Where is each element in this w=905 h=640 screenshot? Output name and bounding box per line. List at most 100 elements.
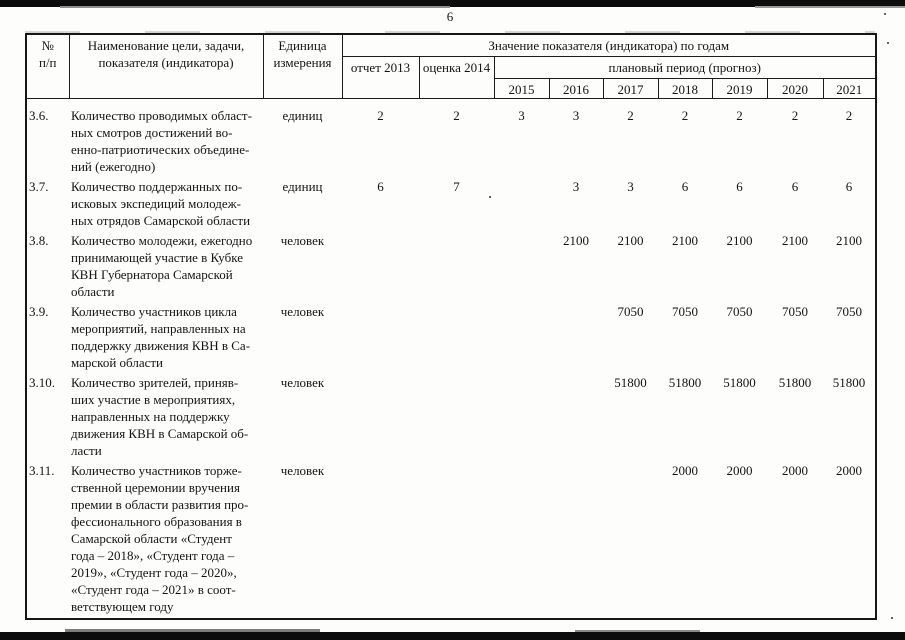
value-cell bbox=[419, 232, 494, 303]
value-cell: 51800 bbox=[723, 374, 756, 390]
value-cell bbox=[342, 303, 419, 374]
unit-cell: человек bbox=[280, 374, 325, 390]
value-cell: 51800 bbox=[778, 374, 812, 390]
header-year-2016: 2016 bbox=[548, 77, 604, 99]
header-year-2017: 2017 bbox=[602, 77, 659, 99]
value-cell bbox=[419, 374, 494, 462]
header-year-2018: 2018 bbox=[657, 77, 713, 99]
value-cell bbox=[342, 374, 419, 462]
value-cell: 2100 bbox=[836, 232, 862, 248]
value-cell: 6 bbox=[681, 178, 689, 194]
value-cell bbox=[419, 462, 494, 619]
unit-cell: единиц bbox=[282, 178, 323, 194]
indicator-name-cell: Количество участников цикла мероприятий,… bbox=[71, 303, 251, 370]
indicator-name-cell: Количество проводимых област- ных смотро… bbox=[71, 107, 252, 174]
value-cell: 2000 bbox=[726, 462, 753, 478]
table-row-3-10: 3.10. Количество зрителей, приняв- ших у… bbox=[26, 374, 876, 462]
row-number-cell: 3.9. bbox=[29, 303, 49, 319]
value-cell: 51800 bbox=[832, 374, 866, 390]
indicator-name-cell: Количество зрителей, приняв- ших участие… bbox=[71, 374, 249, 458]
value-cell: 2100 bbox=[617, 232, 644, 248]
header-values-title: Значение показателя (индикатора) по года… bbox=[341, 33, 877, 57]
value-cell: 3 bbox=[518, 107, 525, 123]
table-row-3-9: 3.9. Количество участников цикла меропри… bbox=[26, 303, 876, 374]
value-cell bbox=[494, 374, 549, 462]
value-cell: 7 bbox=[453, 178, 460, 194]
header-indicator-name: Наименование цели, задачи, показателя (и… bbox=[68, 33, 264, 99]
indicator-name-cell: Количество участников торже- ственной це… bbox=[71, 462, 249, 614]
value-cell bbox=[494, 462, 549, 619]
scan-speck bbox=[884, 13, 886, 15]
value-cell: 2 bbox=[736, 107, 743, 123]
header-unit: Единица измерения bbox=[262, 33, 343, 99]
row-number-cell: 3.7. bbox=[29, 178, 49, 194]
value-cell: 2100 bbox=[726, 232, 753, 248]
value-cell: 6 bbox=[736, 178, 743, 194]
header-estimate-2014: оценка 2014 bbox=[418, 55, 495, 99]
value-cell bbox=[342, 462, 419, 619]
value-cell: 2100 bbox=[563, 232, 589, 248]
value-cell: 2100 bbox=[672, 232, 698, 248]
value-cell: 2000 bbox=[836, 462, 862, 478]
table-row-3-6: 3.6. Количество проводимых област- ных с… bbox=[26, 98, 876, 178]
scan-edge-bottom bbox=[0, 632, 905, 640]
indicators-table: № п/п Наименование цели, задачи, показат… bbox=[25, 33, 877, 620]
value-cell: 3 bbox=[627, 178, 634, 194]
row-number-cell: 3.10. bbox=[29, 374, 55, 390]
header-plan-period: плановый период (прогноз) bbox=[493, 55, 877, 79]
header-year-2021: 2021 bbox=[822, 77, 877, 99]
header-year-2020: 2020 bbox=[766, 77, 824, 99]
scan-speck bbox=[887, 42, 889, 44]
value-cell bbox=[549, 303, 603, 374]
table-row-3-7: 3.7. Количество поддержанных по- исковых… bbox=[26, 178, 876, 232]
header-report-2013: отчет 2013 bbox=[341, 55, 420, 99]
value-cell: 2 bbox=[845, 107, 853, 123]
table-row-3-8: 3.8. Количество молодежи, ежегодно прини… bbox=[26, 232, 876, 303]
value-cell: 3 bbox=[572, 107, 580, 123]
unit-cell: человек bbox=[280, 303, 325, 319]
header-row-number: № п/п bbox=[25, 33, 70, 99]
unit-cell: человек bbox=[280, 462, 325, 478]
header-year-2015: 2015 bbox=[493, 77, 550, 99]
value-cell: 7050 bbox=[617, 303, 644, 319]
table-row-3-11: 3.11. Количество участников торже- ствен… bbox=[26, 462, 876, 619]
value-cell: 7050 bbox=[836, 303, 862, 319]
indicator-name-cell: Количество молодежи, ежегодно принимающе… bbox=[71, 232, 253, 299]
value-cell: 2 bbox=[453, 107, 460, 123]
value-cell: 3 bbox=[572, 178, 580, 194]
value-cell bbox=[549, 374, 603, 462]
row-number-cell: 3.11. bbox=[29, 462, 55, 478]
value-cell: 2100 bbox=[782, 232, 808, 248]
row-number-cell: 3.6. bbox=[29, 107, 49, 123]
value-cell bbox=[419, 303, 494, 374]
unit-cell: человек bbox=[280, 232, 325, 248]
value-cell: 7050 bbox=[672, 303, 698, 319]
scan-edge-top bbox=[0, 0, 905, 7]
value-cell bbox=[494, 178, 549, 232]
value-cell: 7050 bbox=[726, 303, 753, 319]
value-cell: 2000 bbox=[672, 462, 698, 478]
value-cell: 51800 bbox=[614, 374, 647, 390]
scan-smudge bbox=[60, 6, 450, 8]
value-cell: 51800 bbox=[668, 374, 702, 390]
value-cell: 2 bbox=[791, 107, 799, 123]
row-number-cell: 3.8. bbox=[29, 232, 49, 248]
scan-speck bbox=[489, 196, 491, 198]
value-cell bbox=[549, 462, 603, 619]
value-cell: 2 bbox=[627, 107, 634, 123]
value-cell bbox=[494, 303, 549, 374]
value-cell: 2 bbox=[377, 107, 384, 123]
scan-speck bbox=[891, 617, 893, 619]
value-cell: 6 bbox=[377, 178, 384, 194]
value-cell: 7050 bbox=[782, 303, 808, 319]
unit-cell: единиц bbox=[282, 107, 323, 123]
header-year-2019: 2019 bbox=[711, 77, 768, 99]
value-cell: 2 bbox=[681, 107, 689, 123]
value-cell bbox=[494, 232, 549, 303]
value-cell: 6 bbox=[791, 178, 799, 194]
value-cell bbox=[603, 462, 658, 619]
scan-smudge bbox=[575, 630, 700, 632]
scan-smudge bbox=[65, 629, 320, 632]
page-number: 6 bbox=[446, 9, 454, 24]
